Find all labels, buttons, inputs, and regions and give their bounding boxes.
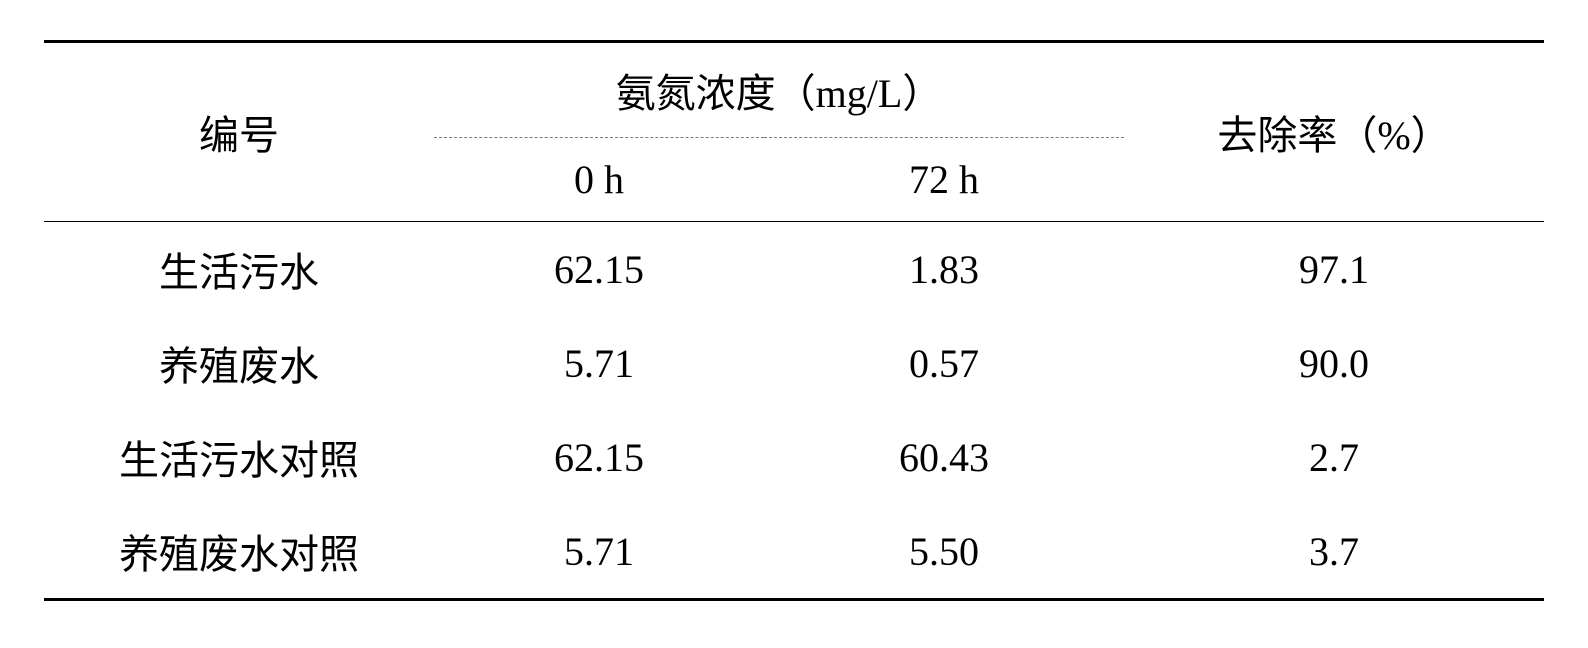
- cell-id: 养殖废水: [44, 316, 434, 410]
- cell-removal: 97.1: [1124, 222, 1544, 317]
- cell-72h: 5.50: [764, 504, 1124, 600]
- data-table: 编号 氨氮浓度（mg/L） 去除率（%） 0 h 72 h 生活污水 62.15…: [44, 40, 1544, 601]
- table-row: 养殖废水对照 5.71 5.50 3.7: [44, 504, 1544, 600]
- cell-72h: 0.57: [764, 316, 1124, 410]
- cell-id: 生活污水: [44, 222, 434, 317]
- cell-72h: 60.43: [764, 410, 1124, 504]
- cell-72h: 1.83: [764, 222, 1124, 317]
- col-header-id: 编号: [44, 42, 434, 222]
- cell-id: 生活污水对照: [44, 410, 434, 504]
- table-row: 养殖废水 5.71 0.57 90.0: [44, 316, 1544, 410]
- cell-0h: 62.15: [434, 410, 764, 504]
- cell-0h: 62.15: [434, 222, 764, 317]
- col-header-72h: 72 h: [764, 138, 1124, 222]
- cell-removal: 2.7: [1124, 410, 1544, 504]
- table-row: 生活污水对照 62.15 60.43 2.7: [44, 410, 1544, 504]
- cell-removal: 90.0: [1124, 316, 1544, 410]
- cell-0h: 5.71: [434, 504, 764, 600]
- cell-id: 养殖废水对照: [44, 504, 434, 600]
- table-row: 生活污水 62.15 1.83 97.1: [44, 222, 1544, 317]
- cell-removal: 3.7: [1124, 504, 1544, 600]
- col-header-removal: 去除率（%）: [1124, 42, 1544, 222]
- cell-0h: 5.71: [434, 316, 764, 410]
- ammonia-removal-table: 编号 氨氮浓度（mg/L） 去除率（%） 0 h 72 h 生活污水 62.15…: [44, 40, 1544, 601]
- col-header-concentration: 氨氮浓度（mg/L）: [434, 42, 1124, 138]
- col-header-0h: 0 h: [434, 138, 764, 222]
